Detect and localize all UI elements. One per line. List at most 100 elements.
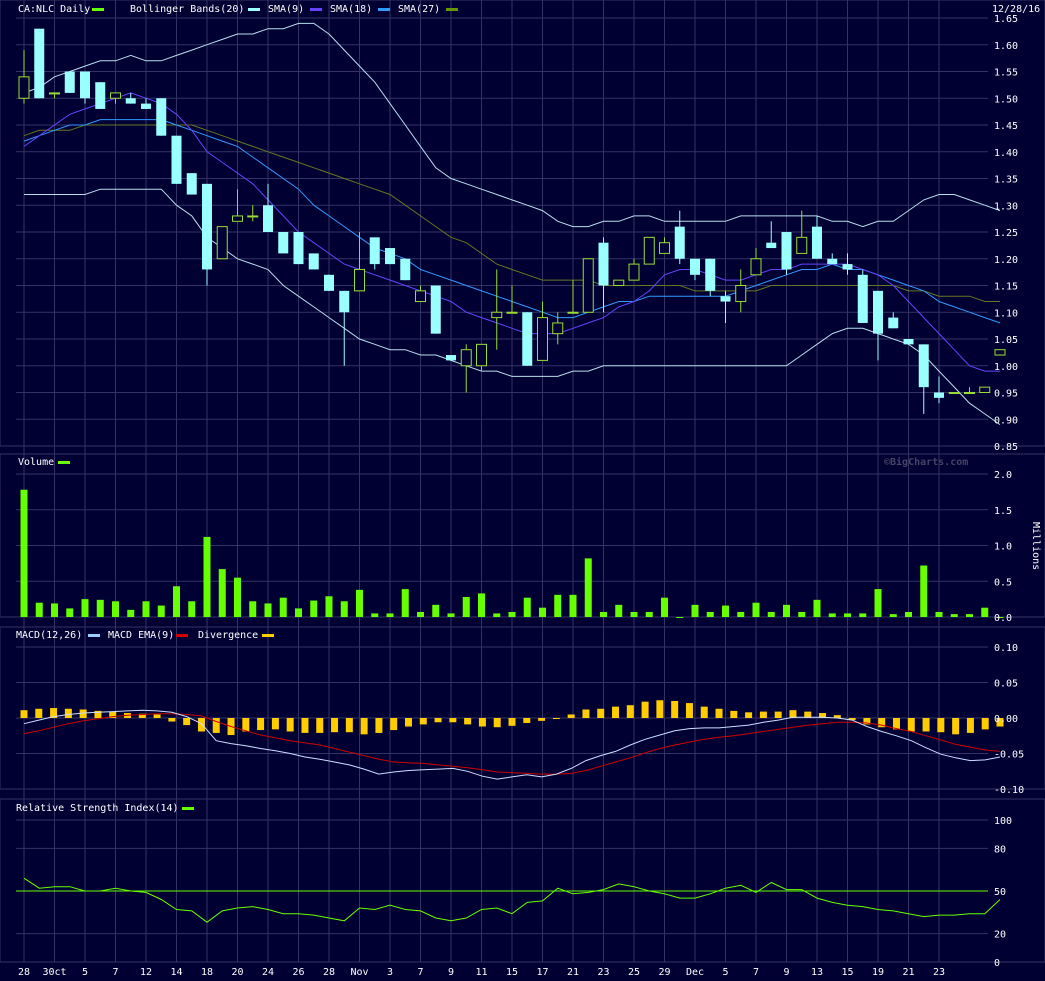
divergence-bar <box>271 718 279 730</box>
x-tick-label: 29 <box>658 967 670 978</box>
volume-bar <box>188 601 196 617</box>
volume-bar <box>752 602 760 617</box>
price-y-tick-label: 1.60 <box>994 41 1018 52</box>
volume-bar <box>859 613 867 617</box>
divergence-bar <box>197 718 205 732</box>
macd-ema-legend-swatch <box>176 634 188 637</box>
panel-background-3 <box>0 798 1045 963</box>
legend-sma27-swatch <box>446 8 458 11</box>
volume-bar <box>767 611 775 617</box>
macd-y-tick-label: -0.10 <box>994 785 1024 796</box>
x-tick-label: 28 <box>323 967 335 978</box>
divergence-bar <box>375 718 383 733</box>
divergence-bar <box>863 718 871 725</box>
legend-sma18-swatch <box>378 8 390 11</box>
divergence-bar <box>345 718 353 733</box>
divergence-bar <box>996 718 1004 727</box>
volume-bar <box>96 599 104 617</box>
candle-body <box>49 92 60 95</box>
divergence-bar <box>20 710 28 718</box>
volume-bar <box>356 589 363 617</box>
x-tick-label: 3 <box>387 967 393 978</box>
panel-background-0 <box>0 0 1045 447</box>
x-tick-label: 23 <box>933 967 945 978</box>
candle-body <box>873 290 883 334</box>
candle-body <box>888 317 899 329</box>
divergence-bar <box>892 718 900 730</box>
divergence-bar <box>523 718 531 723</box>
divergence-bar <box>508 718 516 726</box>
legend-sma9-swatch <box>310 8 322 11</box>
rsi-panel: Relative Strength Index(14) 0 20 50 80 100 <box>16 803 1012 969</box>
volume-bar <box>615 604 623 617</box>
volume-panel: Volume Millions 0.0 0.5 1.0 1.5 2.0 <box>18 457 1041 624</box>
volume-bar <box>295 608 302 617</box>
volume-bar <box>600 611 607 617</box>
volume-bar <box>691 604 699 617</box>
candle-body <box>476 343 487 367</box>
watermark: ©BigCharts.com <box>884 456 968 468</box>
candle-body <box>171 135 182 184</box>
divergence-bar <box>700 706 708 718</box>
x-tick-label: Nov <box>350 967 368 978</box>
divergence-bar <box>464 718 472 725</box>
candle-body <box>567 311 579 314</box>
candle-body <box>903 339 914 345</box>
macd-panel: MACD(12,26) MACD EMA(9) Divergence -0.10… <box>16 630 1024 796</box>
divergence-bar <box>493 718 501 728</box>
divergence-bar <box>434 718 442 723</box>
divergence-bar <box>907 718 915 732</box>
divergence-bar <box>286 718 294 732</box>
x-tick-label: 20 <box>231 967 243 978</box>
legend-symbol-swatch <box>92 8 104 11</box>
price-y-tick-label: 1.45 <box>994 121 1018 132</box>
volume-bar <box>249 601 257 617</box>
price-y-tick-label: 1.40 <box>994 148 1018 159</box>
candle-body <box>460 349 472 367</box>
divergence-bar <box>257 718 265 731</box>
candle-body <box>400 258 411 281</box>
candle-body <box>979 386 991 393</box>
x-tick-label: 13 <box>811 967 823 978</box>
legend-sma18-label: SMA(18) <box>330 4 372 15</box>
divergence-bar <box>567 714 575 718</box>
volume-bar <box>157 605 165 617</box>
rsi-legend-label: Relative Strength Index(14) <box>16 803 179 814</box>
macd-y-tick-label: 0.00 <box>994 714 1018 725</box>
candle-body <box>812 226 822 259</box>
x-tick-label: 11 <box>475 967 487 978</box>
volume-bar <box>706 611 714 617</box>
candle-body <box>552 322 564 335</box>
rsi-y-tick-label: 0 <box>994 958 1000 969</box>
divergence-bar <box>597 708 605 718</box>
candle-body <box>369 237 380 265</box>
volume-bar <box>874 589 882 617</box>
divergence-bar <box>671 700 679 718</box>
volume-bar <box>813 599 821 617</box>
divergence-bar <box>153 714 161 718</box>
volume-bar <box>234 577 241 617</box>
sma9-line <box>23 92 1000 372</box>
candle-body <box>156 98 167 136</box>
x-tick-label: Dec <box>686 967 704 978</box>
volume-bar <box>539 607 546 617</box>
x-tick-label: 7 <box>417 967 423 978</box>
x-tick-label: 23 <box>597 967 609 978</box>
divergence-bar <box>64 708 72 718</box>
price-y-tick-label: 1.20 <box>994 255 1018 266</box>
volume-bar <box>417 611 424 617</box>
divergence-bar <box>922 718 930 732</box>
x-tick-label: 7 <box>753 967 759 978</box>
candle-body <box>766 242 777 249</box>
divergence-bar <box>242 718 250 732</box>
volume-bar <box>478 593 485 617</box>
volume-bar <box>676 617 684 618</box>
candle-body <box>293 232 304 265</box>
price-panel: CA:NLC Daily Bollinger Bands(20) SMA(9) … <box>18 4 1040 468</box>
volume-axis-label: Millions <box>1030 522 1041 570</box>
candle-body <box>491 311 503 319</box>
price-y-tick-label: 1.05 <box>994 335 1018 346</box>
x-tick-label: 19 <box>872 967 884 978</box>
x-tick-label: 18 <box>201 967 213 978</box>
